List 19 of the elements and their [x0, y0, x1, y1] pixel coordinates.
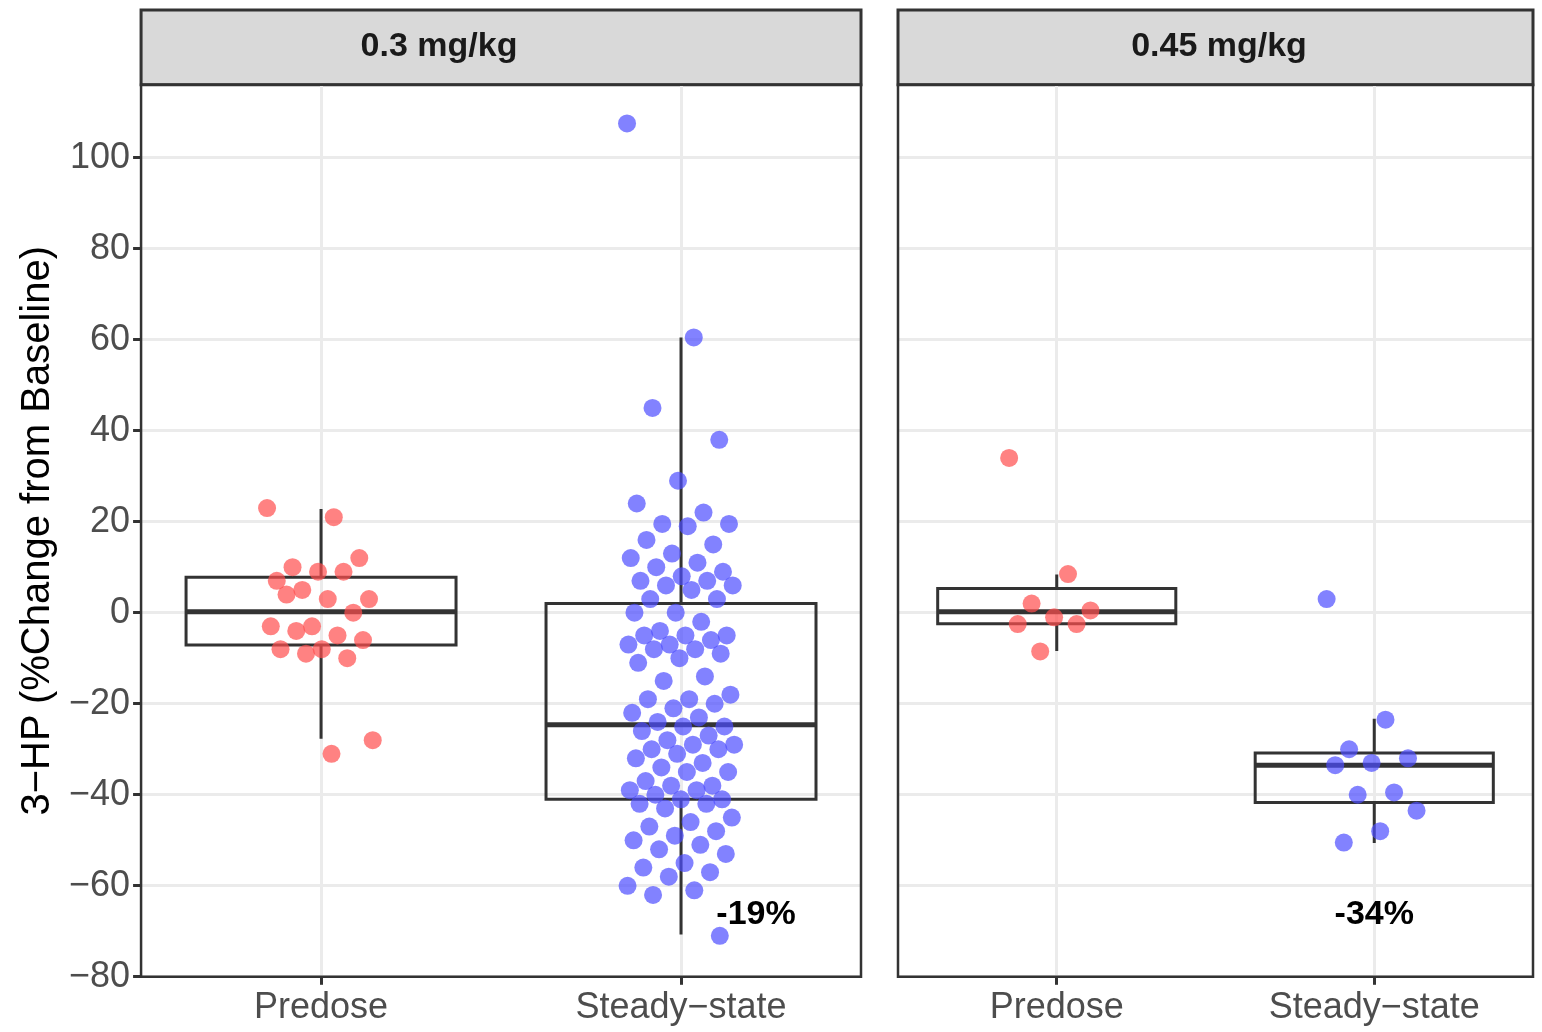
y-tick-label: −20 — [68, 680, 131, 722]
y-tick-label: 100 — [69, 134, 131, 176]
y-tick-label: 0 — [110, 589, 131, 631]
chart-title: 0.45 mg/kg — [1131, 24, 1307, 63]
y-tick-label: −60 — [68, 862, 131, 904]
x-tick-label: Steady−state — [1268, 985, 1480, 1027]
y-tick-label: 40 — [90, 407, 131, 449]
annotation: -34% — [1334, 893, 1414, 932]
x-tick-label: Predose — [254, 985, 389, 1027]
x-tick-label: Steady−state — [575, 985, 787, 1027]
y-tick-label: −40 — [68, 771, 131, 813]
y-tick-label: 60 — [90, 316, 131, 358]
chart-title: 0.3 mg/kg — [360, 24, 518, 63]
y-axis-title: 3−HP (%Change from Baseline) — [13, 246, 58, 816]
y-tick-label: 20 — [90, 498, 131, 540]
x-tick-label: Predose — [989, 985, 1124, 1027]
y-tick-label: 80 — [90, 225, 131, 267]
y-tick-label: −80 — [68, 953, 131, 995]
annotation: -19% — [716, 893, 796, 932]
